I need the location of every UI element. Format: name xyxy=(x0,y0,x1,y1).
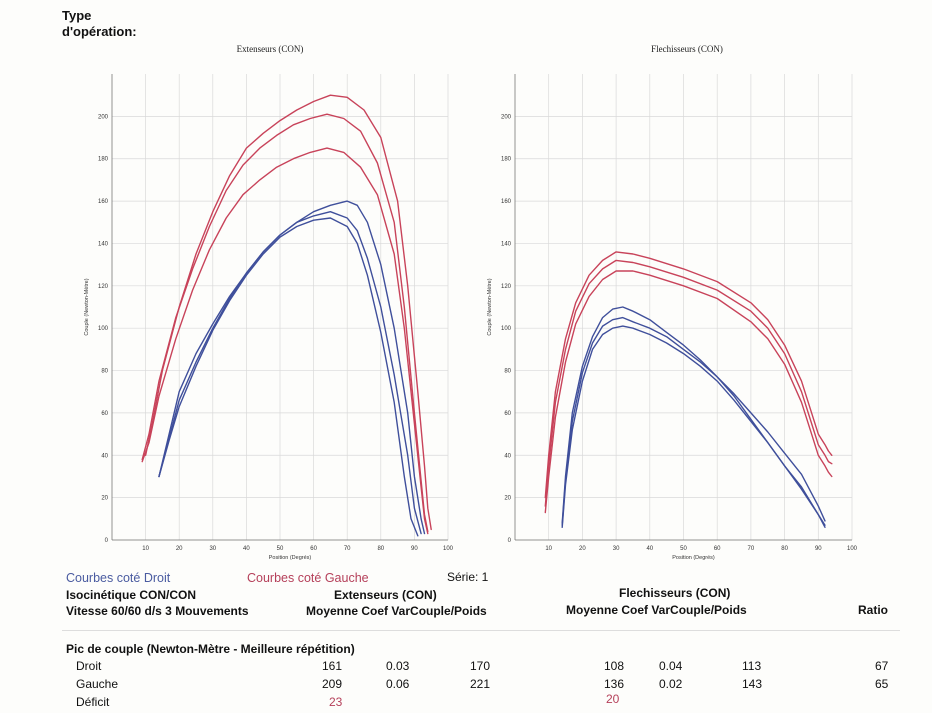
flx-x-tick-label: 50 xyxy=(680,546,687,552)
flx-y-tick-label: 180 xyxy=(501,157,512,163)
ext-x-tick-label: 100 xyxy=(443,546,454,552)
ext-x-tick-label: 50 xyxy=(277,546,284,552)
flx-x-tick-label: 20 xyxy=(579,546,586,552)
flx-y-tick-label: 120 xyxy=(501,284,512,290)
deficit-flx: 20 xyxy=(606,692,619,706)
legend-right-side: Courbes coté Droit xyxy=(66,571,170,585)
gauche-flx-coefvar: 0.02 xyxy=(659,677,682,691)
ext-y-tick-label: 140 xyxy=(98,241,109,247)
flexors-title: Flechisseurs (CON) xyxy=(619,586,730,600)
ext-y-tick-label: 200 xyxy=(98,114,109,120)
flexors-columns: Moyenne Coef VarCouple/Poids xyxy=(566,603,747,617)
flx-y-tick-label: 80 xyxy=(504,369,511,375)
gauche-ratio: 65 xyxy=(875,677,888,691)
ext-series-line-4 xyxy=(159,201,425,533)
extensors-columns: Moyenne Coef VarCouple/Poids xyxy=(306,604,487,618)
droit-ext-couple-poids: 170 xyxy=(470,659,490,673)
ext-series-line-5 xyxy=(159,212,421,534)
ext-y-tick-label: 180 xyxy=(98,157,109,163)
row-label-gauche: Gauche xyxy=(76,677,118,691)
ext-x-tick-label: 30 xyxy=(209,546,216,552)
series-label: Série: 1 xyxy=(447,570,488,584)
droit-flx-coefvar: 0.04 xyxy=(659,659,682,673)
ext-y-tick-label: 100 xyxy=(98,326,109,332)
flx-x-tick-label: 10 xyxy=(545,546,552,552)
deficit-ext: 23 xyxy=(329,695,342,709)
ext-series-line-3 xyxy=(142,148,428,533)
flx-y-tick-label: 200 xyxy=(501,114,512,120)
gauche-ext-mean: 209 xyxy=(322,677,342,691)
gauche-ext-couple-poids: 221 xyxy=(470,677,490,691)
ext-x-axis-label: Position (Degrés) xyxy=(269,555,312,561)
ext-x-tick-label: 10 xyxy=(142,546,149,552)
flx-y-tick-label: 100 xyxy=(501,326,512,332)
flx-y-tick-label: 60 xyxy=(504,411,511,417)
table-divider xyxy=(62,630,900,631)
protocol-label: Isocinétique CON/CON xyxy=(66,588,196,602)
flx-chart: 0 20 40 60 80 100 120 140 160 180 200 10 20 30 40 50 60 7… xyxy=(487,44,858,561)
ext-x-tick-label: 40 xyxy=(243,546,250,552)
ext-y-tick-label: 160 xyxy=(98,199,109,205)
ext-x-tick-label: 90 xyxy=(411,546,418,552)
droit-ratio: 67 xyxy=(875,659,888,673)
flx-x-tick-label: 70 xyxy=(748,546,755,552)
flx-series-line-3 xyxy=(545,271,832,513)
flx-x-tick-label: 60 xyxy=(714,546,721,552)
ext-x-tick-label: 70 xyxy=(344,546,351,552)
flx-y-tick-label: 0 xyxy=(508,538,512,544)
peak-torque-section-title: Pic de couple (Newton-Mètre - Meilleure … xyxy=(66,642,355,656)
ext-y-tick-label: 0 xyxy=(105,538,109,544)
flx-x-tick-label: 80 xyxy=(781,546,788,552)
droit-flx-couple-poids: 113 xyxy=(742,659,761,673)
flx-y-axis-label: Couple (Newton-Mètre) xyxy=(487,278,493,335)
gauche-flx-couple-poids: 143 xyxy=(742,677,762,691)
extensors-title: Extenseurs (CON) xyxy=(334,588,437,602)
ext-y-tick-label: 80 xyxy=(101,369,108,375)
flx-chart-title: Flechisseurs (CON) xyxy=(651,44,723,54)
gauche-ext-coefvar: 0.06 xyxy=(386,677,409,691)
legend-left-side: Courbes coté Gauche xyxy=(247,571,369,585)
flx-y-tick-label: 20 xyxy=(504,496,511,502)
ext-series-line-1 xyxy=(146,95,432,529)
ext-x-tick-label: 20 xyxy=(176,546,183,552)
flx-y-tick-label: 140 xyxy=(501,241,512,247)
droit-ext-coefvar: 0.03 xyxy=(386,659,409,673)
row-label-deficit: Déficit xyxy=(76,695,109,709)
droit-flx-mean: 108 xyxy=(604,659,624,673)
flx-series-line-4 xyxy=(562,307,825,525)
ext-y-tick-label: 120 xyxy=(98,284,109,290)
flx-x-tick-label: 90 xyxy=(815,546,822,552)
ext-y-tick-label: 60 xyxy=(101,411,108,417)
ext-chart: 0 20 40 60 80 100 120 140 160 180 200 10 20 30 40 50 60 7… xyxy=(84,44,454,561)
ext-y-axis-label: Couple (Newton-Mètre) xyxy=(84,278,90,335)
ratio-header: Ratio xyxy=(858,603,888,617)
ext-chart-title: Extenseurs (CON) xyxy=(237,44,304,54)
row-label-droit: Droit xyxy=(76,659,101,673)
ext-x-tick-label: 80 xyxy=(377,546,384,552)
ext-y-tick-label: 20 xyxy=(101,496,108,502)
gauche-flx-mean: 136 xyxy=(604,677,624,691)
flx-y-tick-label: 160 xyxy=(501,199,512,205)
flx-x-tick-label: 40 xyxy=(646,546,653,552)
ext-grid xyxy=(112,74,448,540)
ext-series-line-2 xyxy=(142,114,428,531)
flx-y-tick-label: 40 xyxy=(504,453,511,459)
speed-label: Vitesse 60/60 d/s 3 Mouvements xyxy=(66,604,249,618)
flx-x-tick-label: 100 xyxy=(847,546,858,552)
flx-x-tick-label: 30 xyxy=(613,546,620,552)
ext-x-tick-label: 60 xyxy=(310,546,317,552)
droit-ext-mean: 161 xyxy=(322,659,342,673)
flx-x-axis-label: Position (Degrés) xyxy=(672,555,715,561)
ext-y-tick-label: 40 xyxy=(101,453,108,459)
ext-series-line-6 xyxy=(159,218,418,536)
